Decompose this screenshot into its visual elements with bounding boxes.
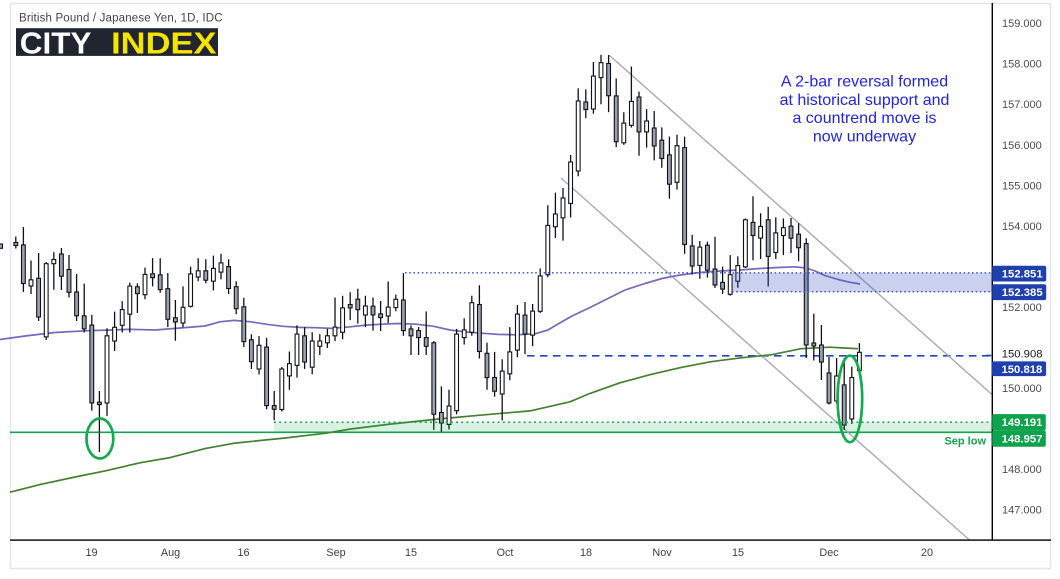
svg-text:158.000: 158.000 <box>1002 59 1042 71</box>
svg-text:155.000: 155.000 <box>1002 180 1042 192</box>
svg-text:Sep: Sep <box>326 547 345 559</box>
svg-text:CITY: CITY <box>20 26 92 61</box>
svg-text:Oct: Oct <box>497 547 514 559</box>
svg-text:16: 16 <box>237 547 249 559</box>
svg-text:at historical support and: at historical support and <box>780 92 950 109</box>
svg-text:152.851: 152.851 <box>1002 268 1043 280</box>
svg-text:Aug: Aug <box>161 547 180 559</box>
svg-text:150.818: 150.818 <box>1001 364 1042 376</box>
svg-text:154.000: 154.000 <box>1002 221 1042 233</box>
svg-text:15: 15 <box>732 547 744 559</box>
svg-text:148.000: 148.000 <box>1002 464 1042 476</box>
svg-text:148.957: 148.957 <box>1002 433 1043 445</box>
svg-text:15: 15 <box>405 547 417 559</box>
svg-text:Sep low: Sep low <box>944 435 986 447</box>
svg-text:157.000: 157.000 <box>1002 99 1042 111</box>
svg-text:147.000: 147.000 <box>1002 505 1042 517</box>
svg-text:INDEX: INDEX <box>111 26 217 61</box>
svg-text:Nov: Nov <box>652 547 672 559</box>
svg-text:British Pound / Japanese Yen,: British Pound / Japanese Yen, 1D, IDC <box>19 13 223 25</box>
svg-text:152.000: 152.000 <box>1002 302 1042 314</box>
svg-text:a countrend move is: a countrend move is <box>792 110 936 127</box>
svg-text:now underway: now underway <box>813 128 916 145</box>
svg-text:19: 19 <box>85 547 97 559</box>
svg-text:152.385: 152.385 <box>1002 287 1043 299</box>
svg-text:Dec: Dec <box>819 547 839 559</box>
svg-text:A 2-bar reversal formed: A 2-bar reversal formed <box>781 74 948 91</box>
svg-text:20: 20 <box>921 547 933 559</box>
svg-text:149.191: 149.191 <box>1002 417 1043 429</box>
svg-text:159.000: 159.000 <box>1002 18 1042 30</box>
svg-text:150.000: 150.000 <box>1002 383 1042 395</box>
svg-text:156.000: 156.000 <box>1002 140 1042 152</box>
svg-text:18: 18 <box>580 547 592 559</box>
svg-text:150.908: 150.908 <box>1002 348 1043 360</box>
